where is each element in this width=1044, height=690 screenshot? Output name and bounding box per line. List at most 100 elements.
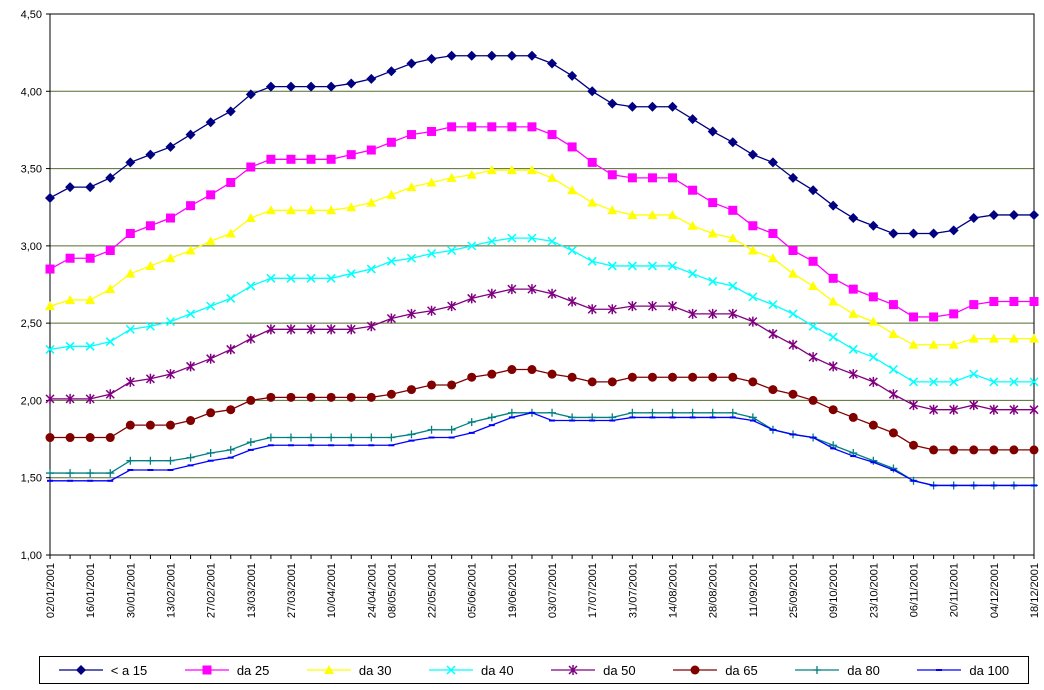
data-point [668, 372, 678, 382]
series-line [50, 412, 1034, 487]
data-point [225, 228, 236, 238]
data-point [165, 420, 175, 430]
data-point [567, 372, 577, 382]
data-point [165, 141, 176, 152]
data-point [788, 389, 798, 399]
data-point [366, 264, 376, 274]
data-point [687, 114, 698, 125]
data-point [286, 392, 296, 402]
data-point [125, 268, 136, 278]
data-point [323, 665, 334, 674]
data-point [888, 228, 899, 239]
data-point [487, 288, 497, 299]
data-point [467, 122, 477, 132]
data-point [647, 101, 658, 112]
data-point [808, 256, 818, 266]
data-point [406, 130, 416, 140]
data-point [567, 245, 577, 256]
data-point [145, 373, 155, 384]
data-point [145, 149, 156, 160]
data-point [527, 122, 537, 132]
data-point [808, 185, 819, 196]
data-point [808, 321, 818, 331]
data-point [948, 339, 959, 349]
data-point [487, 369, 497, 379]
data-point [788, 309, 798, 319]
data-point [1029, 445, 1039, 455]
data-point [707, 228, 718, 238]
data-point [587, 157, 597, 167]
data-point [105, 172, 116, 183]
data-point [46, 469, 54, 478]
data-point [828, 332, 838, 342]
data-point [246, 162, 256, 172]
data-point [627, 372, 637, 382]
data-point [828, 361, 838, 372]
data-point [868, 352, 878, 362]
data-point [547, 172, 558, 182]
data-point [848, 344, 858, 354]
data-point [185, 129, 196, 140]
data-point [406, 182, 417, 192]
legend-label: da 80 [847, 662, 880, 678]
legend-swatch [917, 669, 962, 671]
series-da-65 [45, 365, 1039, 455]
data-point [326, 205, 337, 215]
data-point [929, 404, 939, 415]
data-point [929, 377, 939, 387]
data-point [688, 372, 698, 382]
data-point [446, 172, 457, 182]
data-point [467, 418, 476, 427]
data-point [1029, 404, 1039, 415]
data-point [206, 190, 216, 200]
data-point [988, 209, 999, 220]
data-point [828, 200, 839, 211]
data-point [969, 300, 979, 310]
data-point [205, 236, 216, 246]
data-point [948, 225, 959, 236]
data-point [908, 228, 919, 239]
data-point [547, 58, 558, 69]
data-point [226, 177, 236, 187]
data-point [1009, 445, 1019, 455]
data-point [688, 308, 698, 319]
data-point [266, 433, 275, 442]
x-tick-label: 28/08/2001 [708, 563, 720, 618]
data-point [206, 301, 216, 311]
data-point [547, 236, 557, 246]
data-point [1009, 404, 1019, 415]
data-point [526, 165, 537, 175]
data-point [607, 98, 618, 109]
data-point [949, 309, 959, 319]
data-point [487, 122, 497, 132]
data-point [567, 296, 577, 307]
legend-item: da 50 [551, 663, 636, 678]
data-point [346, 150, 356, 160]
data-point [145, 221, 155, 231]
data-point [647, 173, 657, 183]
data-point [266, 392, 276, 402]
data-point [306, 205, 317, 215]
data-point [668, 261, 678, 271]
data-point [848, 412, 858, 422]
data-point [949, 377, 959, 387]
data-point [186, 453, 195, 462]
data-point [386, 313, 396, 324]
data-point [828, 405, 838, 415]
data-point [487, 413, 496, 422]
data-point [386, 66, 397, 77]
data-point [186, 201, 196, 211]
data-point [427, 380, 437, 390]
data-point [728, 281, 738, 291]
data-point [647, 261, 657, 271]
data-point [768, 385, 778, 395]
data-point [527, 284, 537, 295]
data-point [145, 321, 155, 331]
data-point [447, 380, 457, 390]
data-point [768, 328, 778, 339]
data-point [467, 293, 477, 304]
line-chart: 1,00 1,50 2,00 2,50 3,00 3,50 4,00 4,50 02/01/2… [21, 9, 1041, 618]
data-point [708, 198, 718, 208]
data-point [307, 433, 316, 442]
data-point [526, 50, 537, 61]
